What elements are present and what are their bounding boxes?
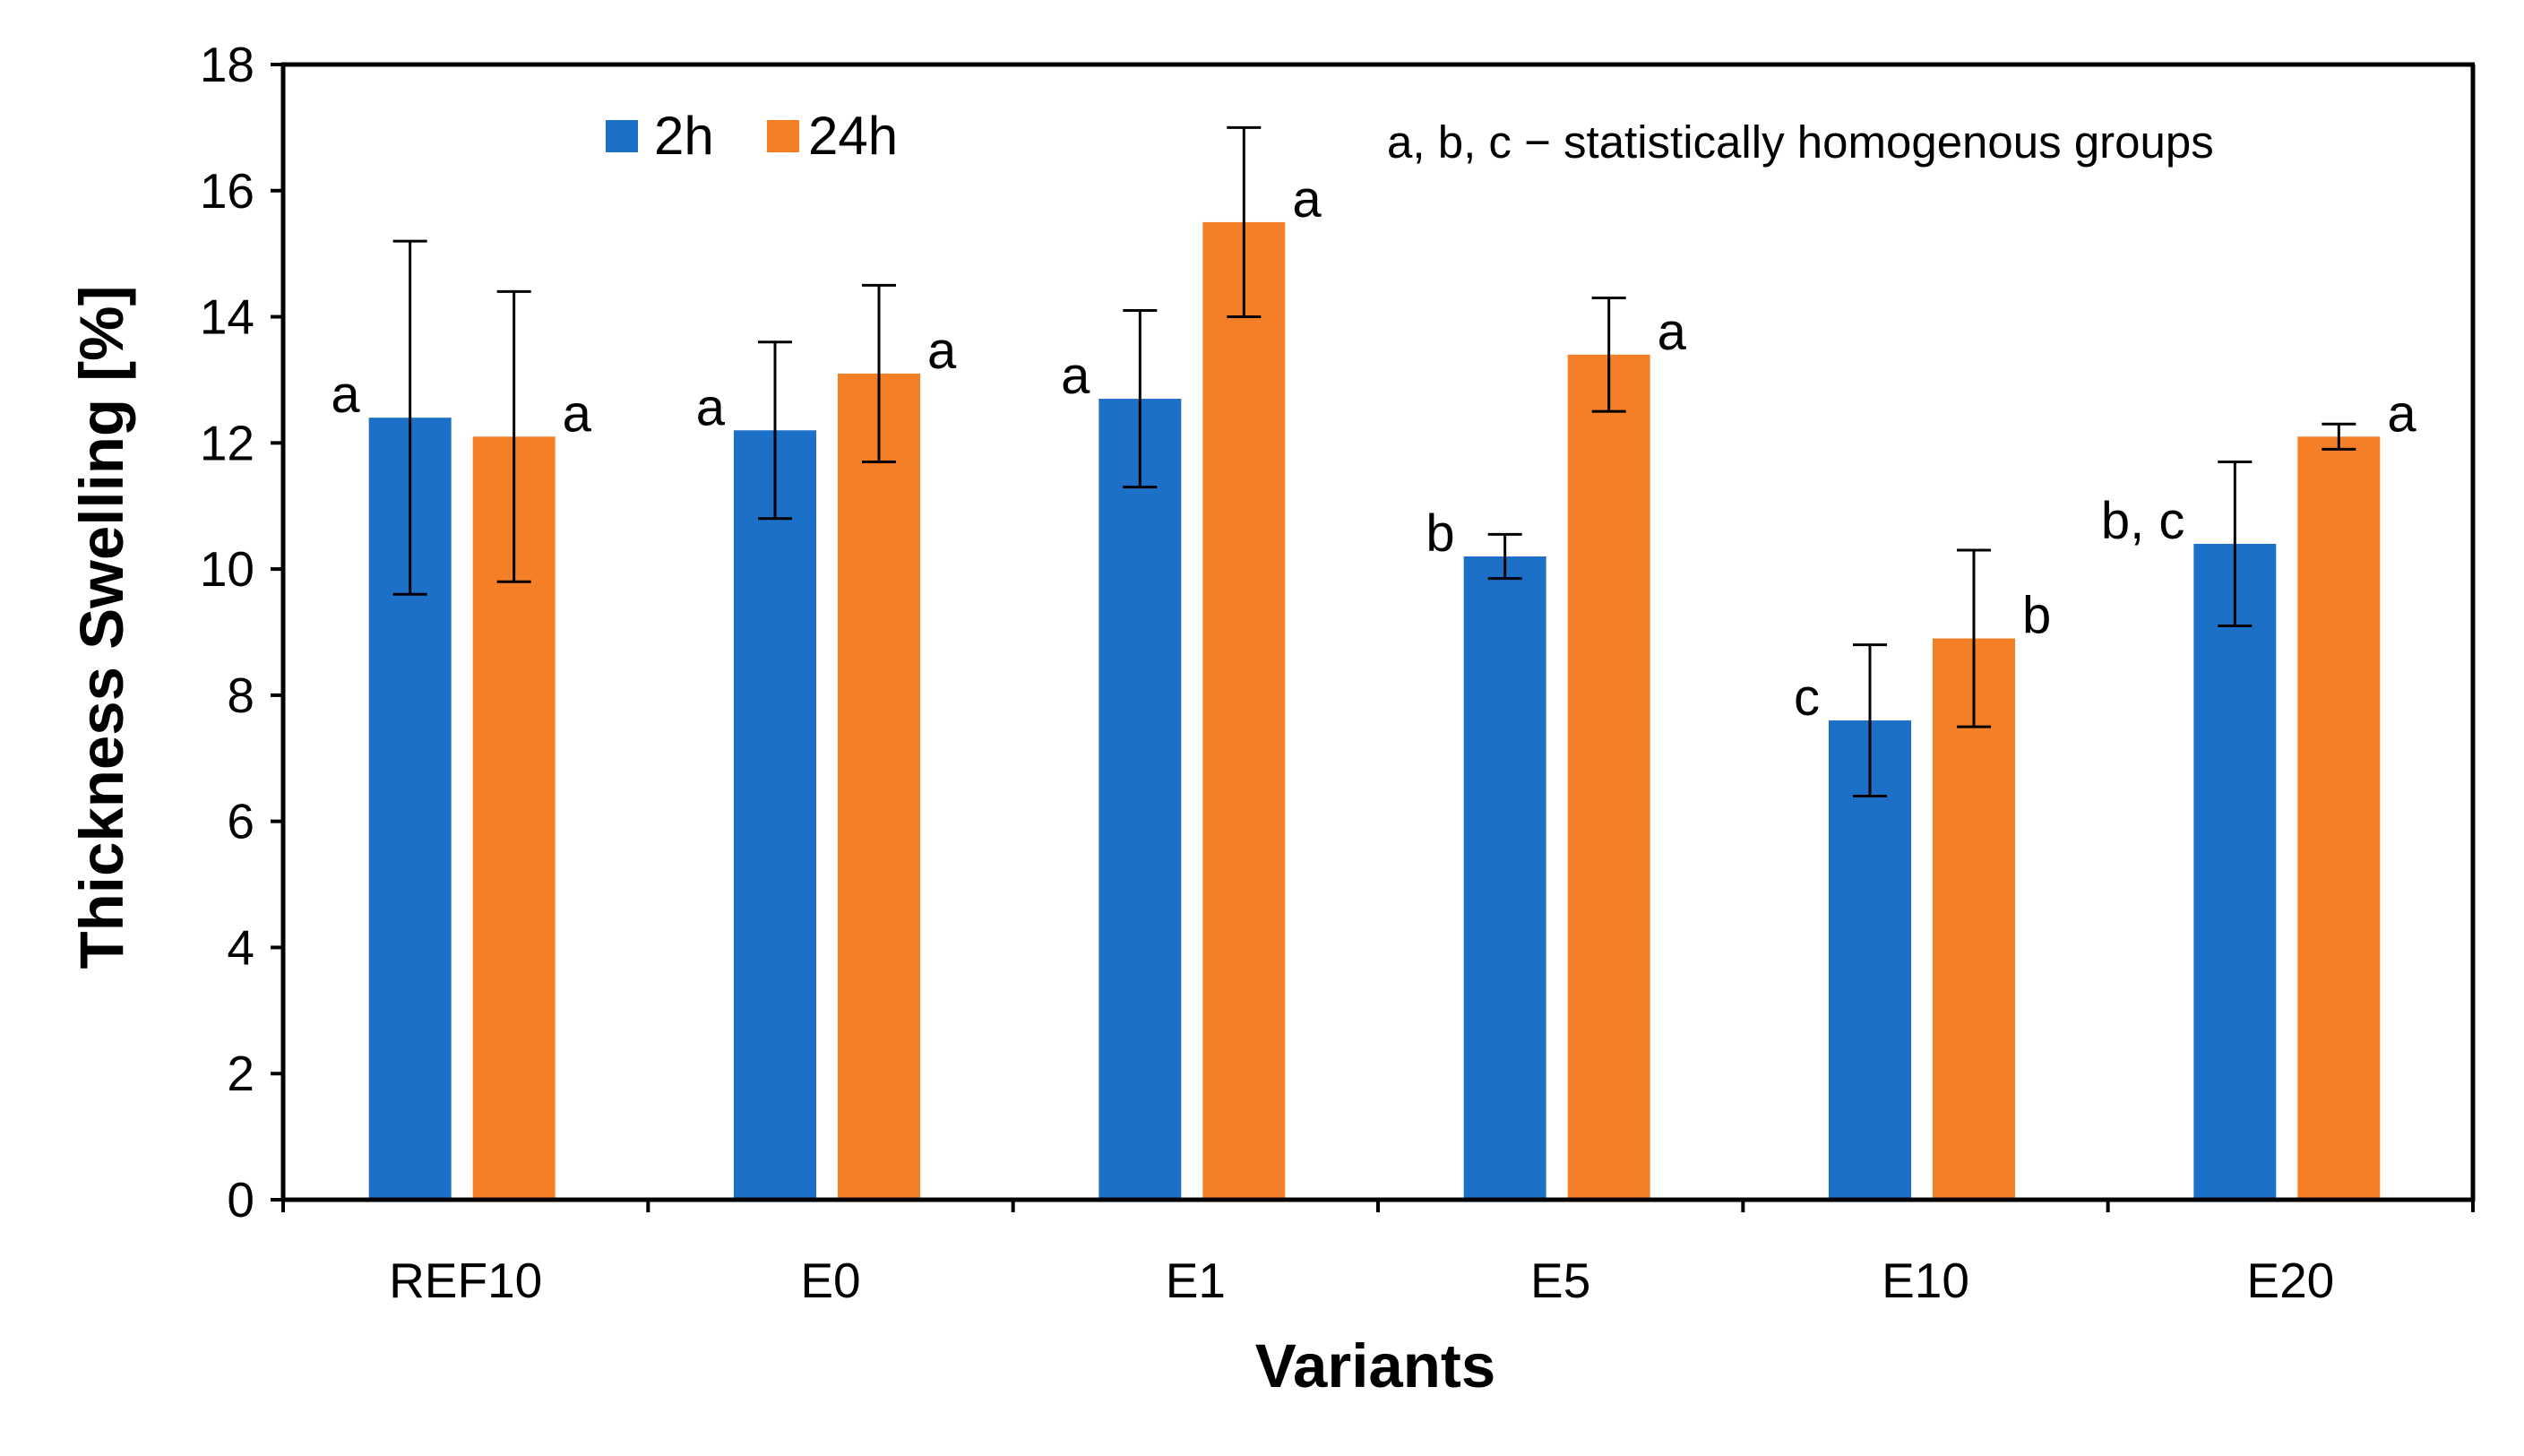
x-tick-label-E20: E20: [2246, 1253, 2334, 1308]
group-labels-layer: a a a b c b, c a a a a b a: [331, 170, 2416, 727]
y-axis-title: Thickness Swelling [%]: [67, 285, 136, 969]
group-label-24h-E10: b: [2022, 587, 2051, 645]
bar-2h-E5: [1463, 556, 1546, 1200]
legend-label-2h: 2h: [654, 106, 714, 166]
y-tick-label: 2: [227, 1046, 254, 1101]
group-label-2h-REF10: a: [331, 366, 360, 424]
y-tick-label: 8: [227, 668, 254, 723]
bar-24h-E20: [2297, 436, 2381, 1200]
y-tick-label: 16: [200, 163, 254, 219]
bars-layer: [368, 221, 2381, 1201]
group-label-2h-E20: b, c: [2101, 492, 2185, 550]
bar-24h-E5: [1567, 354, 1650, 1200]
x-tick-label-E0: E0: [800, 1253, 860, 1308]
group-label-2h-E10: c: [1794, 668, 1820, 727]
x-tick-label-E1: E1: [1166, 1253, 1226, 1308]
axes-layer: [280, 62, 2476, 1202]
y-tick-label: 18: [200, 37, 254, 92]
error-bars-layer: [392, 125, 2356, 798]
bar-2h-E0: [734, 430, 816, 1200]
y-tick-label: 10: [200, 541, 254, 597]
bar-24h-E1: [1202, 221, 1286, 1201]
legend-swatch-2h: [606, 120, 638, 152]
legend: 2h 24h: [606, 106, 898, 166]
x-tick-label-REF10: REF10: [389, 1253, 542, 1308]
y-tick-label: 6: [227, 794, 254, 849]
bar-24h-E10: [1933, 638, 2015, 1200]
bar-2h-E20: [2193, 543, 2277, 1200]
y-tick-label: 12: [200, 415, 254, 470]
ticks-layer: 0 2 4 6 8 10 12 14 16 18 REF10 E0 E1 E5 E10 E20: [200, 37, 2475, 1308]
group-label-24h-REF10: a: [563, 384, 592, 443]
bar-24h-E0: [838, 373, 920, 1201]
bar-2h-E10: [1829, 720, 1911, 1200]
annotation-note: a, b, c − statistically homogenous group…: [1387, 116, 2214, 168]
group-label-24h-E0: a: [927, 322, 957, 380]
legend-label-24h: 24h: [808, 106, 898, 166]
group-label-24h-E20: a: [2387, 384, 2416, 443]
y-tick-label: 4: [227, 919, 254, 975]
group-label-24h-E1: a: [1292, 170, 1322, 228]
legend-swatch-24h: [767, 120, 799, 152]
x-axis-title: Variants: [1255, 1331, 1496, 1400]
y-tick-label: 0: [227, 1172, 254, 1228]
x-tick-label-E10: E10: [1882, 1253, 1969, 1308]
y-tick-label: 14: [200, 289, 254, 345]
group-label-2h-E1: a: [1061, 347, 1090, 405]
group-label-2h-E0: a: [696, 378, 726, 436]
group-label-2h-E5: b: [1426, 504, 1454, 563]
bar-2h-E1: [1098, 399, 1182, 1200]
group-label-24h-E5: a: [1658, 303, 1687, 361]
x-tick-label-E5: E5: [1530, 1253, 1590, 1308]
